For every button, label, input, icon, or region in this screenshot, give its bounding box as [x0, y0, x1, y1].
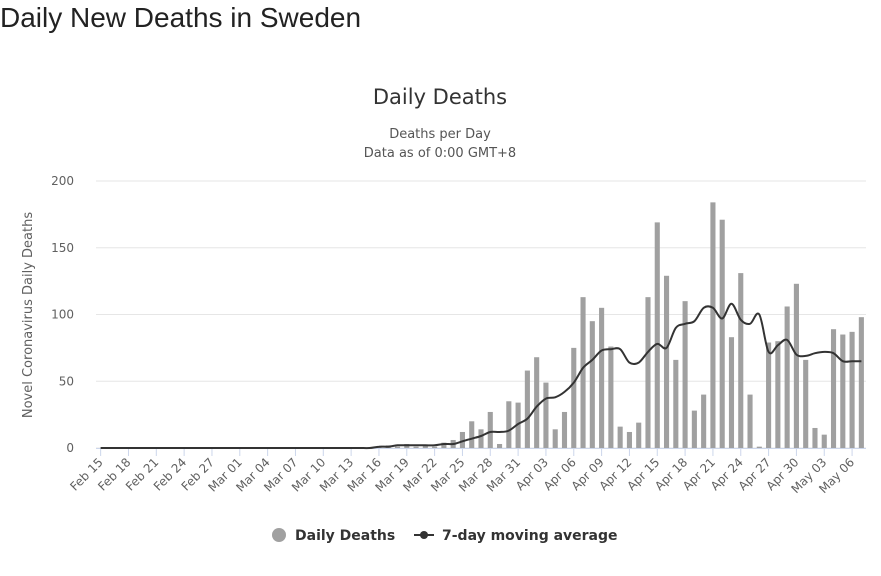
- y-tick-label: 50: [59, 374, 74, 388]
- bar-may-02[interactable]: [812, 427, 818, 448]
- bar-apr-11[interactable]: [617, 426, 623, 448]
- bar-apr-26[interactable]: [756, 446, 762, 448]
- bar-apr-01[interactable]: [524, 370, 530, 448]
- moving-average-line: [100, 302, 862, 450]
- bar-apr-16[interactable]: [663, 275, 670, 448]
- y-axis-ticks: 0 50 100 150 200: [51, 174, 74, 455]
- bar-mar-30[interactable]: [506, 401, 512, 448]
- bar-apr-02[interactable]: [534, 357, 540, 448]
- bar-may-07[interactable]: [858, 317, 864, 448]
- bar-apr-20[interactable]: [701, 394, 707, 448]
- bar-mar-22[interactable]: [432, 446, 438, 448]
- chart-subtitle-line-1: Deaths per Day: [389, 127, 491, 142]
- bar-apr-08[interactable]: [589, 321, 595, 448]
- legend-label-moving-average: 7-day moving average: [442, 528, 618, 544]
- bar-apr-17[interactable]: [673, 359, 679, 448]
- y-tick-label: 150: [51, 241, 74, 255]
- bar-may-06[interactable]: [849, 331, 855, 448]
- bar-apr-18[interactable]: [682, 301, 688, 448]
- bar-apr-12[interactable]: [626, 431, 632, 448]
- y-axis-title: Novel Coronavirus Daily Deaths: [21, 212, 36, 418]
- legend-item-moving-average[interactable]: 7-day moving average: [414, 528, 618, 544]
- legend-label-daily-deaths: Daily Deaths: [295, 528, 395, 544]
- chart-title: Daily Deaths: [373, 85, 507, 109]
- legend-marker-moving-average: [420, 531, 428, 539]
- bar-mar-21[interactable]: [422, 445, 428, 448]
- bar-apr-28[interactable]: [775, 341, 781, 448]
- bar-mar-18[interactable]: [394, 446, 401, 448]
- bar-mar-26[interactable]: [469, 421, 475, 448]
- bar-may-05[interactable]: [840, 334, 846, 448]
- bar-mar-31[interactable]: [515, 402, 521, 448]
- bar-mar-27[interactable]: [478, 429, 484, 448]
- bar-apr-29[interactable]: [784, 306, 790, 448]
- bar-apr-22[interactable]: [719, 219, 725, 448]
- bar-mar-28[interactable]: [487, 411, 493, 448]
- bar-apr-04[interactable]: [552, 429, 558, 448]
- bar-apr-21[interactable]: [710, 202, 716, 448]
- y-tick-label: 0: [66, 441, 74, 455]
- y-tick-label: 100: [51, 308, 74, 322]
- bar-apr-19[interactable]: [691, 410, 697, 448]
- chart-subtitle-line-2: Data as of 0:00 GMT+8: [364, 146, 516, 161]
- bar-apr-03[interactable]: [543, 382, 549, 448]
- legend-marker-daily-deaths: [272, 528, 286, 542]
- bar-apr-27[interactable]: [766, 342, 772, 448]
- bar-mar-29[interactable]: [497, 443, 503, 448]
- bar-mar-20[interactable]: [413, 446, 419, 448]
- bar-apr-05[interactable]: [561, 411, 568, 448]
- bar-may-03[interactable]: [821, 434, 827, 448]
- bar-apr-30[interactable]: [793, 283, 799, 448]
- bar-may-01[interactable]: [803, 359, 809, 448]
- bar-apr-23[interactable]: [728, 337, 735, 448]
- bar-mar-25[interactable]: [459, 431, 465, 448]
- bar-mar-23[interactable]: [441, 442, 447, 448]
- bar-apr-15[interactable]: [654, 222, 660, 448]
- bar-apr-06[interactable]: [571, 347, 577, 448]
- legend: Daily Deaths 7-day moving average: [272, 528, 618, 544]
- bar-series: [376, 202, 864, 448]
- bar-apr-25[interactable]: [747, 394, 753, 448]
- y-tick-label: 200: [51, 174, 74, 188]
- bar-apr-13[interactable]: [636, 422, 642, 448]
- bar-apr-10[interactable]: [608, 346, 614, 448]
- page-heading: Daily New Deaths in Sweden: [0, 2, 362, 33]
- bar-apr-14[interactable]: [645, 297, 651, 448]
- legend-item-daily-deaths[interactable]: Daily Deaths: [272, 528, 395, 544]
- bar-apr-09[interactable]: [599, 307, 605, 448]
- bar-apr-24[interactable]: [738, 273, 744, 448]
- bar-may-04[interactable]: [830, 329, 837, 448]
- bar-apr-07[interactable]: [580, 297, 586, 448]
